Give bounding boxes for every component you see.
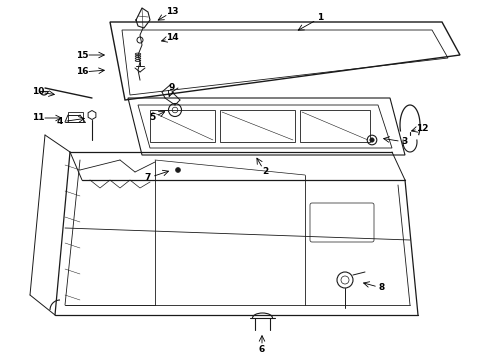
Text: 12: 12 xyxy=(416,123,428,132)
Bar xyxy=(68,112,83,122)
Text: 15: 15 xyxy=(76,50,88,59)
Circle shape xyxy=(175,167,180,172)
Text: 13: 13 xyxy=(166,8,178,17)
Text: 16: 16 xyxy=(76,68,88,77)
Text: 6: 6 xyxy=(259,346,265,355)
Text: 3: 3 xyxy=(402,138,408,147)
Text: 9: 9 xyxy=(169,84,175,93)
Circle shape xyxy=(370,138,374,142)
Text: 5: 5 xyxy=(149,113,155,122)
Text: 2: 2 xyxy=(262,167,268,176)
Text: 10: 10 xyxy=(32,87,44,96)
FancyBboxPatch shape xyxy=(310,203,374,242)
Text: 8: 8 xyxy=(379,284,385,292)
Text: 11: 11 xyxy=(32,113,44,122)
Circle shape xyxy=(137,37,143,43)
Text: 1: 1 xyxy=(317,13,323,22)
Text: 14: 14 xyxy=(166,33,178,42)
Text: 7: 7 xyxy=(145,174,151,183)
Text: 4: 4 xyxy=(57,117,63,126)
